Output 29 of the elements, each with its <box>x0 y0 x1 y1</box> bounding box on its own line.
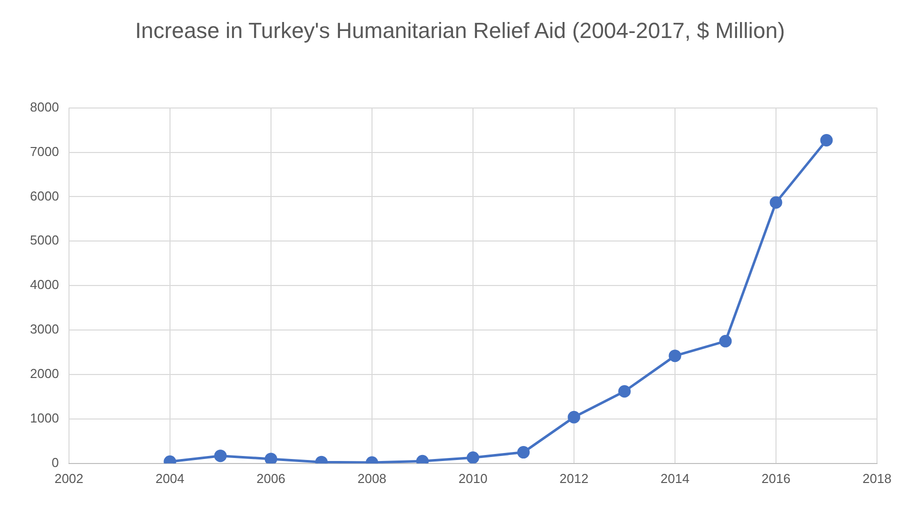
point <box>264 452 278 464</box>
y-tick-label: 7000 <box>30 144 59 159</box>
y-tick-label: 4000 <box>30 277 59 292</box>
point <box>618 385 631 398</box>
x-tick-label: 2016 <box>762 470 790 486</box>
y-tick-label: 1000 <box>30 410 59 426</box>
point <box>466 451 480 464</box>
point <box>719 334 732 348</box>
x-tick-label: 2010 <box>458 470 488 486</box>
y-tick-label: 2000 <box>30 366 59 382</box>
x-tick-label: 2018 <box>862 470 892 486</box>
point <box>668 350 682 362</box>
x-tick-label: 2002 <box>54 470 84 486</box>
point <box>517 446 530 459</box>
point <box>568 410 580 424</box>
x-tick-label: 2004 <box>155 470 184 486</box>
point <box>770 196 782 209</box>
point <box>820 134 833 146</box>
point <box>214 450 227 462</box>
x-tick-label: 2008 <box>357 470 386 486</box>
x-tick-label: 2012 <box>560 470 588 486</box>
y-tick-label: 8000 <box>30 99 59 114</box>
y-tick-label: 6000 <box>30 188 59 204</box>
chart-title: Increase in Turkey's Humanitarian Relief Aid (2004-2017, $ Million) <box>134 17 786 45</box>
y-tick-label: 5000 <box>30 232 59 248</box>
x-tick-label: 2014 <box>660 470 690 486</box>
x-tick-label: 2006 <box>256 470 286 486</box>
y-tick-label: 3000 <box>30 322 59 337</box>
y-tick-label: 0 <box>52 454 59 470</box>
